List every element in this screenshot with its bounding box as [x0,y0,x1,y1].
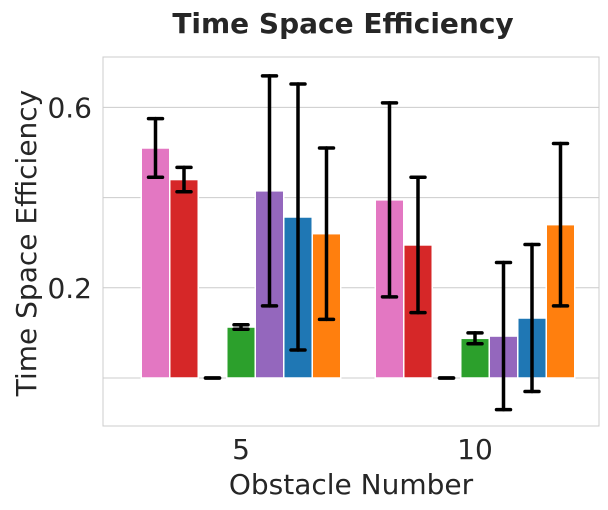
error-bar-series-2-10 [409,175,427,315]
y-tick-labels: 0.2 0.6 [47,91,92,304]
error-bar-series-6-10 [523,242,541,394]
error-bar-series-5-10 [494,260,513,412]
error-bar-series-5-5 [260,74,279,308]
x-axis-label: Obstacle Number [229,468,474,501]
chart-title: Time Space Efficiency [172,7,513,40]
error-bar-series-4-5 [232,323,250,332]
y-axis-label: Time Space Efficiency [10,90,43,398]
y-tick-label: 0.6 [47,91,92,124]
x-tick-label: 5 [232,433,250,466]
error-bar-series-7-10 [551,141,570,308]
error-bar-series-7-5 [317,146,336,322]
error-bars [146,74,570,412]
error-bar-series-1-10 [380,101,399,299]
error-bar-series-4-10 [466,331,484,346]
x-tick-labels: 5 10 [232,433,493,466]
y-tick-label: 0.2 [47,272,92,305]
error-bar-series-6-5 [289,82,307,352]
bar-series-1-5 [140,147,171,379]
bar-series-4-5 [226,326,256,379]
error-bar-series-2-5 [175,165,193,194]
error-bar-series-1-5 [146,116,165,180]
bar-series-2-5 [169,178,199,379]
x-tick-label: 10 [457,433,493,466]
